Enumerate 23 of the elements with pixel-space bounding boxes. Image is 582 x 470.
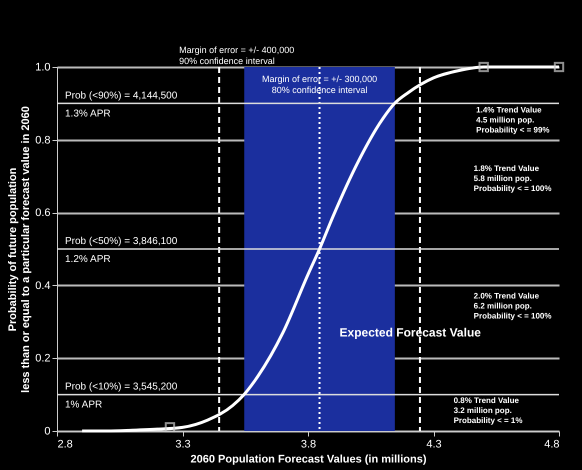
x-axis-title: 2060 Population Forecast Values (in millions) — [190, 454, 427, 466]
ref-line-label: Prob (<10%) = 3,545,200 1% APR — [65, 382, 178, 411]
x-tick-label: 2.8 — [58, 438, 73, 450]
ref-line-label: Prob (<50%) = 3,846,100 1.2% APR — [65, 236, 178, 265]
ref-line-label: Margin of error = +/- 400,000 90% confidence interval — [179, 45, 294, 66]
y-tick-label: 1.0 — [35, 62, 50, 74]
x-tick-label: 4.8 — [544, 438, 560, 450]
annotation: 1.4% Trend Value 4.5 million pop. Probability < = 99% — [476, 106, 550, 135]
y-tick-label: 0 — [44, 426, 50, 438]
annotation: 1.8% Trend Value 5.8 million pop. Probability < = 100% — [474, 164, 552, 193]
ref-line-label: Prob (<90%) = 4,144,500 1.3% APR — [65, 90, 178, 120]
annotation: 2.0% Trend Value 6.2 million pop. Probability < = 100% — [474, 291, 552, 320]
y-tick-label: 0.6 — [35, 207, 50, 220]
band-label: Margin of error = +/- 300,000 80% confidence interval — [262, 74, 378, 95]
annotation: 0.8% Trend Value 3.2 million pop. Probability < = 1% — [454, 396, 522, 425]
y-tick-label: 0.2 — [35, 352, 50, 365]
x-tick-label: 4.3 — [426, 438, 442, 450]
ref-line-label: Expected Forecast Value — [340, 326, 482, 340]
x-tick-label: 3.8 — [300, 438, 316, 450]
y-tick-label: 0.8 — [35, 134, 50, 146]
y-tick-label: 0.4 — [35, 280, 50, 292]
y-axis-title: Probability of future population less than or equal to a particular forecast value in 2060 — [7, 106, 32, 393]
x-tick-label: 3.3 — [175, 438, 191, 450]
